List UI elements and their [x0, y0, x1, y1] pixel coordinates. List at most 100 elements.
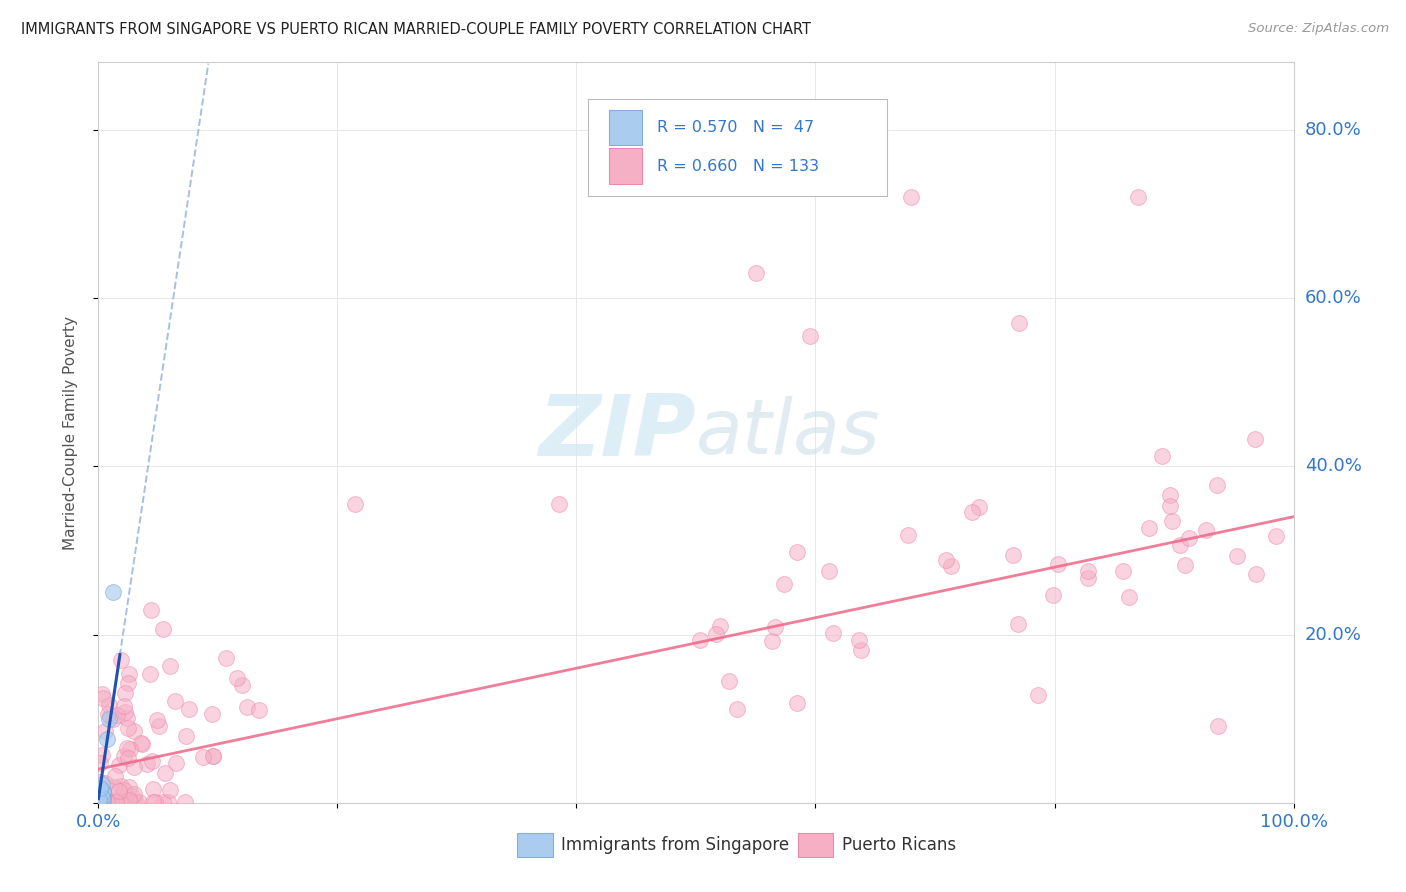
Point	[91, 790, 114, 805]
Point	[91, 791, 114, 805]
Point	[115, 795, 138, 809]
Point	[939, 559, 962, 574]
Text: Source: ZipAtlas.com: Source: ZipAtlas.com	[1249, 22, 1389, 36]
Point	[90, 748, 112, 763]
Point	[772, 577, 794, 591]
Point	[114, 705, 136, 719]
Point	[96, 731, 118, 746]
Point	[153, 765, 176, 780]
Point	[1150, 450, 1173, 464]
Point	[91, 776, 114, 790]
Point	[823, 626, 845, 640]
Point	[90, 790, 112, 805]
Point	[96, 795, 118, 809]
Point	[1161, 515, 1184, 529]
Point	[98, 709, 121, 723]
Point	[120, 795, 142, 809]
Point	[120, 742, 142, 756]
Point	[897, 528, 920, 542]
Point	[157, 795, 180, 809]
Point	[231, 677, 253, 691]
Point	[717, 673, 740, 688]
Point	[138, 666, 160, 681]
Point	[344, 497, 367, 511]
Point	[108, 795, 131, 809]
Point	[174, 795, 197, 809]
Point	[97, 706, 120, 721]
Point	[121, 789, 143, 803]
Point	[818, 564, 841, 578]
Point	[105, 793, 128, 807]
Point	[89, 792, 111, 806]
Point	[1001, 548, 1024, 562]
Y-axis label: Married-Couple Family Poverty: Married-Couple Family Poverty	[63, 316, 77, 549]
Point	[122, 760, 145, 774]
Point	[103, 780, 125, 794]
Text: R = 0.660   N = 133: R = 0.660 N = 133	[657, 159, 818, 174]
Point	[1159, 488, 1181, 502]
Point	[215, 651, 238, 665]
Point	[1128, 190, 1150, 204]
Point	[786, 545, 808, 559]
Point	[89, 784, 111, 798]
Point	[91, 792, 114, 806]
Point	[90, 790, 112, 805]
Point	[104, 795, 127, 809]
Point	[117, 721, 139, 735]
Point	[159, 659, 181, 673]
Point	[202, 749, 225, 764]
Point	[91, 783, 114, 797]
Point	[131, 737, 153, 751]
Point	[135, 757, 157, 772]
Point	[118, 780, 141, 794]
Point	[141, 755, 163, 769]
Point	[786, 697, 808, 711]
Point	[201, 706, 224, 721]
Point	[90, 783, 112, 797]
Point	[177, 701, 200, 715]
Point	[108, 757, 131, 772]
Point	[104, 769, 127, 783]
Point	[90, 789, 112, 803]
Point	[1042, 588, 1064, 602]
Point	[89, 795, 111, 809]
Point	[115, 741, 138, 756]
Point	[1246, 566, 1268, 581]
Point	[122, 787, 145, 801]
Point	[98, 698, 121, 712]
Point	[89, 791, 111, 805]
Point	[146, 713, 169, 727]
Point	[159, 783, 181, 797]
Point	[1077, 564, 1099, 578]
Text: Puerto Ricans: Puerto Ricans	[842, 836, 956, 854]
Point	[105, 707, 128, 722]
FancyBboxPatch shape	[589, 99, 887, 195]
Point	[704, 627, 727, 641]
Point	[89, 756, 111, 771]
Point	[226, 671, 249, 685]
Point	[128, 795, 150, 809]
Point	[745, 266, 768, 280]
Point	[1206, 718, 1229, 732]
Point	[89, 784, 111, 798]
Point	[848, 633, 870, 648]
Point	[165, 756, 187, 770]
Point	[960, 505, 983, 519]
Point	[90, 794, 112, 808]
Point	[900, 190, 922, 204]
Point	[87, 795, 110, 809]
Point	[89, 780, 111, 795]
Point	[152, 795, 174, 809]
Point	[1195, 523, 1218, 537]
Point	[1137, 521, 1160, 535]
Point	[122, 795, 145, 809]
Point	[89, 791, 111, 805]
Text: IMMIGRANTS FROM SINGAPORE VS PUERTO RICAN MARRIED-COUPLE FAMILY POVERTY CORRELAT: IMMIGRANTS FROM SINGAPORE VS PUERTO RICA…	[21, 22, 811, 37]
Text: 20.0%: 20.0%	[1305, 625, 1361, 643]
Point	[98, 712, 121, 726]
Point	[110, 795, 132, 809]
Point	[94, 776, 117, 790]
Point	[105, 795, 128, 809]
Point	[89, 784, 111, 798]
Text: 60.0%: 60.0%	[1305, 289, 1361, 307]
